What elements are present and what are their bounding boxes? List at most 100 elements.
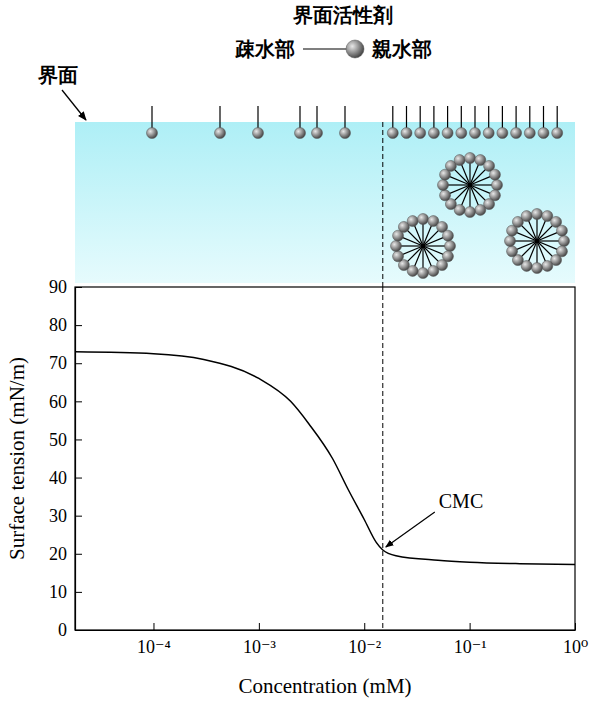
- hydrophilic-head: [428, 265, 439, 276]
- surfactant: [401, 106, 412, 139]
- hydrophilic-head: [253, 128, 264, 139]
- hydrophilic-head: [475, 204, 486, 215]
- hydrophilic-head: [532, 263, 543, 274]
- hydrophilic-head: [401, 128, 412, 139]
- tick-label: 70: [49, 353, 67, 373]
- tick-mark: [75, 592, 82, 593]
- hydrophilic-label: 親水部: [371, 38, 432, 60]
- tick: 50: [49, 430, 82, 450]
- tick: 10: [49, 582, 82, 602]
- surfactant: [253, 106, 264, 139]
- surfactant: [537, 211, 553, 241]
- surfactant: [303, 40, 364, 58]
- tick-label: 30: [49, 506, 67, 526]
- tick-label: 10⁻²: [348, 637, 381, 657]
- tick-mark: [153, 623, 154, 630]
- hydrophilic-head: [445, 241, 456, 252]
- surfactant: [465, 153, 476, 186]
- surfactant: [469, 106, 480, 139]
- tick-label: 0: [58, 620, 67, 640]
- surfactant: [521, 241, 537, 271]
- surfactant: [215, 106, 226, 139]
- hydrophilic-head: [489, 169, 500, 180]
- surfactant: [524, 106, 535, 139]
- surfactant: [423, 246, 453, 262]
- surfactant: [393, 230, 423, 246]
- hydrophilic-head: [147, 128, 158, 139]
- tick-label: 10⁰: [563, 637, 588, 657]
- data-line: [75, 352, 575, 565]
- hydrophilic-head: [511, 128, 522, 139]
- surfactant: [538, 106, 549, 139]
- hydrophilic-head: [465, 153, 476, 164]
- hydrophilic-head: [454, 155, 465, 166]
- hydrophilic-head: [497, 128, 508, 139]
- surfactant: [537, 225, 567, 241]
- tick-mark: [259, 623, 260, 630]
- hydrophilic-head: [469, 128, 480, 139]
- tick: 10⁻²: [348, 623, 381, 657]
- tick-mark: [75, 439, 82, 440]
- tick-mark: [75, 478, 82, 479]
- diagram: 界面活性剤疎水部親水部界面: [37, 4, 575, 287]
- surfactant: [507, 225, 537, 241]
- tick-mark: [75, 401, 82, 402]
- surfactant: [465, 185, 476, 218]
- surfactant: [470, 180, 503, 191]
- surfactant: [340, 106, 351, 139]
- hydrophilic-head: [538, 128, 549, 139]
- tick-label: 20: [49, 544, 67, 564]
- plot-area: [75, 287, 575, 630]
- hydrophilic-head: [552, 128, 563, 139]
- reference-line: [382, 287, 383, 630]
- tick-label: 40: [49, 468, 67, 488]
- tick: 30: [49, 506, 82, 526]
- hydrophilic-head: [407, 216, 418, 227]
- hydrophilic-head: [346, 40, 364, 58]
- tick-label: 10⁻⁴: [137, 637, 171, 657]
- surfactant: [511, 106, 522, 139]
- tick-label: 50: [49, 430, 67, 450]
- surfactant: [415, 106, 426, 139]
- x-axis: 10⁻⁴ 10⁻³ 10⁻² 10⁻¹ 10⁰: [76, 623, 589, 657]
- surfactant: [295, 106, 306, 139]
- surfactant: [391, 241, 424, 252]
- hydrophilic-head: [391, 241, 402, 252]
- hydrophilic-head: [340, 128, 351, 139]
- tick-label: 60: [49, 392, 67, 412]
- interface-arrow: [62, 90, 86, 120]
- tick: 20: [49, 544, 82, 564]
- tick: 10⁻¹: [454, 623, 487, 657]
- figure: 界面活性剤疎水部親水部界面 10⁻⁴ 10⁻³ 10⁻² 10⁻¹ 10⁰ 0 10 20 30 4…: [0, 0, 590, 703]
- x-axis-title: Concentration (mM): [238, 674, 411, 698]
- surfactant: [387, 106, 398, 139]
- hydrophilic-head: [442, 128, 453, 139]
- surfactant: [456, 106, 467, 139]
- surfactant: [470, 185, 500, 201]
- surfactant: [483, 106, 494, 139]
- hydrophilic-head: [532, 209, 543, 220]
- tick: 10⁻³: [243, 623, 277, 657]
- plot-frame: [75, 287, 575, 630]
- surfactant: [423, 230, 453, 246]
- hydrophilic-head: [556, 225, 567, 236]
- surfactant: [440, 169, 470, 185]
- tick-label: 10⁻³: [243, 637, 277, 657]
- tick: 10⁻⁴: [137, 623, 171, 657]
- annotation-arrow: [386, 512, 435, 547]
- hydrophilic-head: [465, 207, 476, 218]
- hydrophilic-head: [483, 128, 494, 139]
- hydrophilic-head: [415, 128, 426, 139]
- surfactant: [407, 246, 423, 276]
- chart: 10⁻⁴10⁻³10⁻²10⁻¹10⁰0102030405060708090CM…: [5, 277, 588, 698]
- hydrophilic-head: [521, 211, 532, 222]
- hydrophilic-head: [418, 214, 429, 225]
- surfactant: [537, 236, 570, 247]
- surfactant: [312, 106, 323, 139]
- hydrophilic-head: [312, 128, 323, 139]
- surfactant: [428, 106, 439, 139]
- y-axis-title: Surface tension (mN/m): [5, 357, 29, 560]
- tick-label: 90: [49, 277, 67, 297]
- hydrophilic-head: [428, 128, 439, 139]
- surfactant: [147, 106, 158, 139]
